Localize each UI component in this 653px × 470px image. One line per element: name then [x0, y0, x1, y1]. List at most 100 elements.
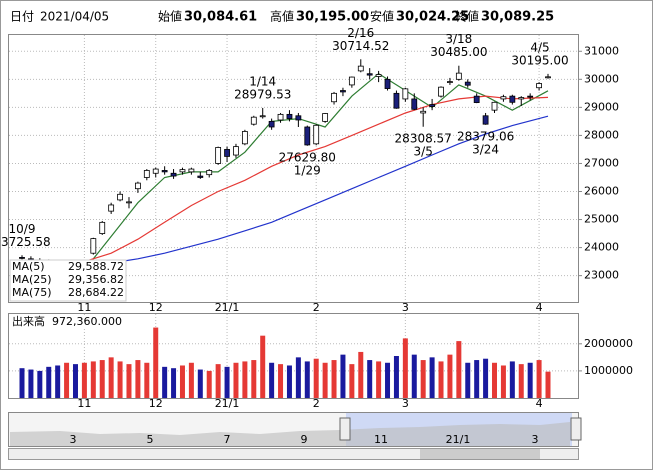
navigator-area — [10, 422, 570, 446]
volume-bar — [349, 364, 355, 398]
volume-bar — [313, 358, 319, 398]
legend-name: MA(5) — [12, 260, 45, 273]
annotation-date: 10/9 — [9, 222, 36, 236]
candle-body — [331, 92, 337, 103]
volume-bar — [322, 362, 328, 398]
x-tick-label: 2 — [313, 397, 320, 410]
date-label: 日付 — [10, 10, 34, 24]
candle-body — [259, 115, 266, 118]
volume-bar — [286, 365, 292, 398]
volume-bar — [331, 360, 337, 398]
navigator-label: 3 — [70, 433, 77, 446]
annotation-date: 3/5 — [414, 144, 433, 158]
candle-body — [161, 170, 168, 173]
y-tick-label: 25000 — [584, 213, 619, 226]
volume-bar — [518, 364, 524, 398]
candle-body — [447, 81, 453, 83]
date: 2021/04/05 — [40, 10, 109, 24]
volume-bar — [447, 354, 453, 398]
candle-body — [295, 115, 302, 121]
ma-line — [83, 72, 549, 271]
candle-body — [99, 221, 106, 234]
candle-body — [126, 201, 132, 204]
navigator-handle-left[interactable] — [339, 417, 351, 441]
annotation-value: 23725.58 — [0, 235, 51, 249]
y-tick-label: 31000 — [584, 44, 619, 57]
volume-bar — [545, 371, 551, 398]
candle-body — [411, 98, 418, 110]
annotation-value: 28979.53 — [234, 87, 291, 101]
x-tick-label: 11 — [77, 397, 91, 410]
x-tick-label: 21/1 — [215, 397, 240, 410]
candle-body — [286, 113, 293, 119]
candle-body — [322, 113, 329, 122]
volume-bar — [242, 361, 248, 398]
candle-body — [197, 175, 204, 178]
annotation-date: 3/18 — [445, 32, 472, 46]
navigator-handle-right[interactable] — [570, 417, 582, 441]
scrollbar[interactable] — [8, 448, 579, 460]
x-tick-label: 21/1 — [215, 301, 240, 314]
volume-bar — [99, 360, 105, 398]
volume-bar — [117, 361, 123, 398]
scrollbar-thumb[interactable] — [420, 449, 540, 459]
candle-body — [90, 238, 97, 254]
ma-legend-box — [9, 259, 127, 302]
x-tick-label: 3 — [402, 397, 409, 410]
candle-body — [509, 95, 516, 103]
candle-body — [518, 97, 525, 100]
volume-bar — [251, 360, 257, 398]
volume-bar — [108, 357, 114, 398]
volume-bar — [420, 360, 426, 398]
header-value: 30,089.25 — [481, 10, 554, 25]
annotation-date: 4/5 — [530, 40, 549, 54]
volume-bar — [233, 362, 239, 398]
candle-body — [393, 92, 400, 109]
candle-body — [357, 65, 364, 72]
volume-bar — [81, 362, 87, 398]
navigator-label: 21/1 — [446, 433, 471, 446]
volume-bar — [269, 362, 275, 398]
y-tick-label: 27000 — [584, 156, 619, 169]
candle-body — [170, 172, 177, 177]
volume-bar — [376, 361, 382, 398]
header-label: 高値 — [270, 9, 294, 24]
volume-bar — [55, 365, 61, 398]
candle-body — [152, 168, 159, 174]
volume-bar — [206, 370, 212, 398]
volume-bar — [536, 360, 542, 398]
candle-body — [250, 116, 257, 125]
volume-bar — [429, 357, 435, 398]
volume-title: 出来高 — [12, 314, 45, 328]
y-tick-label: 24000 — [584, 241, 619, 254]
candle-body — [313, 124, 320, 145]
annotation-value: 30714.52 — [332, 39, 389, 53]
x-tick-label: 11 — [77, 301, 91, 314]
volume-bar — [37, 370, 43, 398]
x-tick-label: 12 — [149, 301, 163, 314]
volume-bar — [527, 362, 533, 398]
legend-name: MA(75) — [12, 286, 52, 299]
volume-bar — [171, 368, 177, 398]
volume-bar — [438, 361, 444, 398]
volume-bar — [162, 366, 168, 398]
volume-bar — [411, 354, 417, 398]
y-tick-label: 26000 — [584, 184, 619, 197]
candle-body — [340, 90, 346, 93]
candle-body — [429, 104, 436, 107]
navigator-label: 5 — [147, 433, 154, 446]
y-tick-label: 30000 — [584, 72, 619, 85]
ma-line — [84, 95, 549, 263]
candle-body — [491, 101, 498, 111]
candle-body — [473, 95, 480, 103]
navigator-label: 3 — [532, 433, 539, 446]
legend-name: MA(25) — [12, 273, 52, 286]
candle-body — [500, 96, 507, 100]
x-tick-label: 4 — [536, 397, 543, 410]
candle-body — [117, 193, 123, 201]
x-tick-label: 3 — [402, 301, 409, 314]
volume-bar — [340, 354, 346, 398]
annotation-value: 30485.00 — [430, 45, 487, 59]
volume-title-box — [10, 315, 134, 329]
annotation-value: 28308.57 — [395, 131, 452, 145]
